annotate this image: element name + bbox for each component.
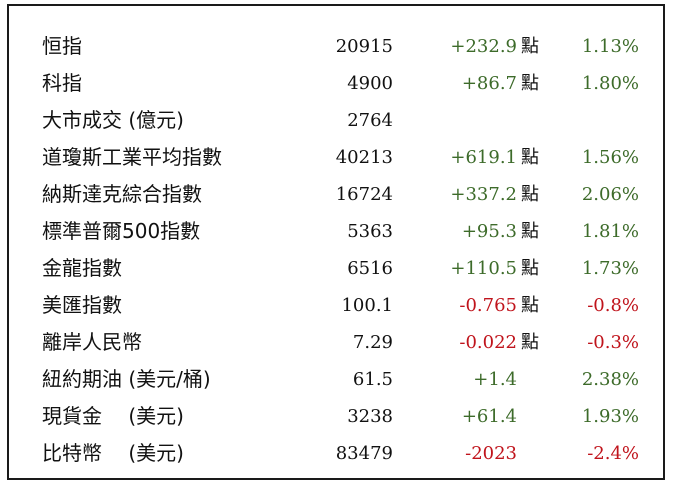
table-row: 美匯指數 100.1 -0.765 點 -0.8%: [9, 287, 663, 324]
index-percent: 1.13%: [581, 36, 639, 57]
index-percent: -2.4%: [587, 443, 639, 464]
table-row: 科指 4900 +86.7 點 1.80%: [9, 65, 663, 102]
table-row: 金龍指數 6516 +110.5 點 1.73%: [9, 250, 663, 287]
points-unit: 點: [521, 36, 539, 57]
index-name: 恒指: [42, 34, 82, 58]
index-name: 標準普爾500指數: [42, 219, 201, 243]
index-change: +86.7: [461, 73, 517, 94]
index-percent: -0.8%: [587, 295, 639, 316]
table-row: 道瓊斯工業平均指數 40213 +619.1 點 1.56%: [9, 139, 663, 176]
index-name: 科指: [42, 71, 82, 95]
table-row: 納斯達克綜合指數 16724 +337.2 點 2.06%: [9, 176, 663, 213]
index-value: 20915: [335, 36, 393, 57]
index-percent: 1.93%: [581, 406, 639, 427]
index-percent: 1.56%: [581, 147, 639, 168]
index-percent: 1.80%: [581, 73, 639, 94]
index-value: 6516: [347, 258, 393, 279]
points-unit: 點: [521, 295, 539, 316]
table-row: 現貨金 (美元) 3238 +61.4 1.93%: [9, 398, 663, 435]
index-name: 比特幣 (美元): [42, 441, 184, 465]
index-value: 4900: [347, 73, 393, 94]
index-value: 61.5: [352, 369, 393, 390]
table-row: 紐約期油 (美元/桶) 61.5 +1.4 2.38%: [9, 361, 663, 398]
index-change: -0.022: [459, 332, 517, 353]
index-value: 83479: [335, 443, 393, 464]
index-change: +110.5: [450, 258, 517, 279]
index-change: +619.1: [450, 147, 517, 168]
market-summary-table: 恒指 20915 +232.9 點 1.13% 科指 4900 +86.7 點 …: [7, 4, 665, 480]
index-name: 納斯達克綜合指數: [42, 182, 202, 206]
index-value: 40213: [335, 147, 393, 168]
index-change: +95.3: [461, 221, 517, 242]
points-unit: 點: [521, 221, 539, 242]
index-name: 現貨金 (美元): [42, 404, 184, 428]
points-unit: 點: [521, 147, 539, 168]
index-value: 5363: [347, 221, 393, 242]
index-percent: -0.3%: [587, 332, 639, 353]
table-row: 大市成交 (億元) 2764: [9, 102, 663, 139]
index-value: 100.1: [341, 295, 393, 316]
index-name: 紐約期油 (美元/桶): [42, 367, 211, 391]
index-percent: 2.06%: [581, 184, 639, 205]
index-name: 金龍指數: [42, 256, 122, 280]
table-row: 標準普爾500指數 5363 +95.3 點 1.81%: [9, 213, 663, 250]
index-percent: 1.81%: [581, 221, 639, 242]
index-value: 3238: [347, 406, 393, 427]
table-row: 比特幣 (美元) 83479 -2023 -2.4%: [9, 435, 663, 472]
points-unit: 點: [521, 258, 539, 279]
points-unit: 點: [521, 184, 539, 205]
index-value: 2764: [347, 110, 393, 131]
index-name: 離岸人民幣: [42, 330, 142, 354]
table-row: 離岸人民幣 7.29 -0.022 點 -0.3%: [9, 324, 663, 361]
index-value: 16724: [335, 184, 393, 205]
index-name: 道瓊斯工業平均指數: [42, 145, 222, 169]
points-unit: 點: [521, 332, 539, 353]
index-change: +1.4: [473, 369, 517, 390]
index-name: 美匯指數: [42, 293, 122, 317]
points-unit: 點: [521, 73, 539, 94]
index-name: 大市成交 (億元): [42, 108, 184, 132]
index-percent: 2.38%: [581, 369, 639, 390]
index-change: +337.2: [450, 184, 517, 205]
table-row: 恒指 20915 +232.9 點 1.13%: [9, 28, 663, 65]
index-change: +61.4: [461, 406, 517, 427]
index-percent: 1.73%: [581, 258, 639, 279]
index-change: +232.9: [450, 36, 517, 57]
index-change: -2023: [465, 443, 517, 464]
index-value: 7.29: [352, 332, 393, 353]
index-change: -0.765: [459, 295, 517, 316]
